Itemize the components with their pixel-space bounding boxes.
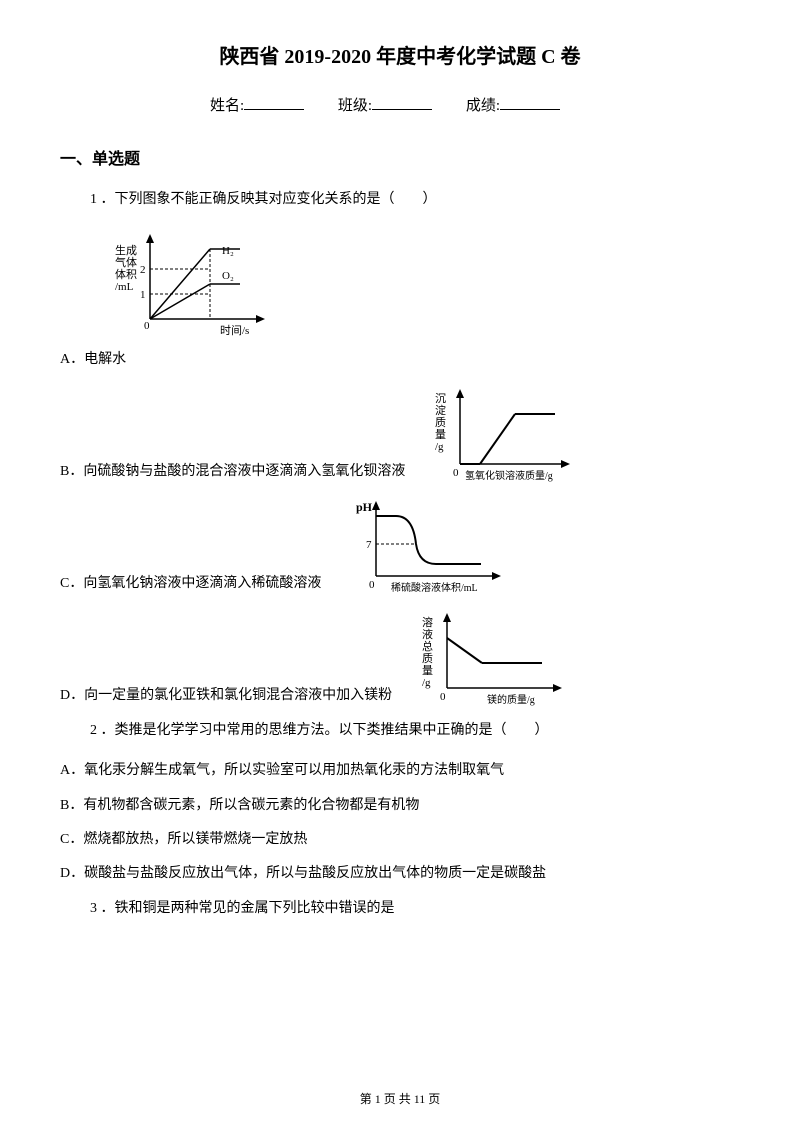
option-1c-row: C．向氢氧化钠溶液中逐滴滴入稀硫酸溶液 pH 7 0 稀硫酸溶液体积/mL <box>60 496 740 596</box>
chart-c-tick7: 7 <box>366 539 372 551</box>
svg-text:0: 0 <box>144 320 150 332</box>
svg-text:体积: 体积 <box>115 267 137 281</box>
chart-b-svg: 沉 淀 质 量 /g 0 氢氧化钡溶液质量/g <box>425 384 575 484</box>
svg-text:气体: 气体 <box>115 255 137 269</box>
option-2c: C．燃烧都放热，所以镁带燃烧一定放热 <box>60 829 740 851</box>
chart-a-h2: H₂ <box>222 245 234 257</box>
chart-c-svg: pH 7 0 稀硫酸溶液体积/mL <box>341 496 511 596</box>
option-1a: A．电解水 <box>60 349 740 371</box>
svg-text:液: 液 <box>422 627 433 641</box>
chart-a-container: 生成 气体 体积 /mL 2 1 0 H₂ O₂ 时间/s <box>110 229 740 344</box>
option-2b: B．有机物都含碳元素，所以含碳元素的化合物都是有机物 <box>60 795 740 817</box>
class-label: 班级: <box>338 98 372 114</box>
option-1d: D．向一定量的氯化亚铁和氯化铜混合溶液中加入镁粉 <box>60 685 392 707</box>
option-1d-row: D．向一定量的氯化亚铁和氯化铜混合溶液中加入镁粉 溶 液 总 质 量 /g 0 … <box>60 608 740 708</box>
question-1-text: 1 ．下列图象不能正确反映其对应变化关系的是（ ） <box>60 189 740 211</box>
svg-text:量: 量 <box>422 664 433 677</box>
chart-a-svg: 生成 气体 体积 /mL 2 1 0 H₂ O₂ 时间/s <box>110 229 270 339</box>
svg-text:0: 0 <box>453 467 459 479</box>
chart-a-tick2: 2 <box>140 264 146 276</box>
svg-text:0: 0 <box>369 579 375 591</box>
svg-text:质: 质 <box>435 416 446 429</box>
svg-text:淀: 淀 <box>435 403 446 417</box>
question-2-text: 2 ．类推是化学学习中常用的思维方法。以下类推结果中正确的是（ ） <box>60 720 740 742</box>
name-blank[interactable] <box>244 109 304 110</box>
option-1c: C．向氢氧化钠溶液中逐滴滴入稀硫酸溶液 <box>60 573 321 595</box>
chart-c-ylabel: pH <box>356 500 373 514</box>
svg-text:总: 总 <box>422 639 433 653</box>
chart-a-ylabel: 生成 <box>115 243 137 257</box>
exam-title: 陕西省 2019-2020 年度中考化学试题 C 卷 <box>60 40 740 69</box>
svg-text:/g: /g <box>435 441 444 453</box>
class-blank[interactable] <box>372 109 432 110</box>
option-2d: D．碳酸盐与盐酸反应放出气体，所以与盐酸反应放出气体的物质一定是碳酸盐 <box>60 863 740 885</box>
svg-text:质: 质 <box>422 652 433 665</box>
chart-b-ylabel: 沉 <box>435 392 446 405</box>
svg-text:量: 量 <box>435 428 446 441</box>
chart-b-xlabel: 氢氧化钡溶液质量/g <box>465 469 553 482</box>
chart-a-tick1: 1 <box>140 289 146 301</box>
score-blank[interactable] <box>500 109 560 110</box>
student-info-line: 姓名: 班级: 成绩: <box>60 94 740 115</box>
chart-c-xlabel: 稀硫酸溶液体积/mL <box>391 581 478 594</box>
option-2a: A．氧化汞分解生成氧气，所以实验室可以用加热氧化汞的方法制取氧气 <box>60 760 740 782</box>
chart-a-o2: O₂ <box>222 270 234 282</box>
section-header: 一、单选题 <box>60 145 740 169</box>
svg-text:/g: /g <box>422 677 431 689</box>
question-3-text: 3 ．铁和铜是两种常见的金属下列比较中错误的是 <box>60 898 740 920</box>
svg-text:0: 0 <box>440 691 446 703</box>
page-footer: 第 1 页 共 11 页 <box>0 1090 800 1107</box>
score-label: 成绩: <box>466 98 500 114</box>
svg-text:/mL: /mL <box>115 281 134 293</box>
option-1b-row: B．向硫酸钠与盐酸的混合溶液中逐滴滴入氢氧化钡溶液 沉 淀 质 量 /g 0 氢… <box>60 384 740 484</box>
chart-d-xlabel: 镁的质量/g <box>487 693 535 706</box>
chart-a-xlabel: 时间/s <box>220 324 249 337</box>
chart-d-ylabel: 溶 <box>422 615 433 629</box>
chart-d-svg: 溶 液 总 质 量 /g 0 镁的质量/g <box>412 608 572 708</box>
name-label: 姓名: <box>210 98 244 114</box>
option-1b: B．向硫酸钠与盐酸的混合溶液中逐滴滴入氢氧化钡溶液 <box>60 461 405 483</box>
